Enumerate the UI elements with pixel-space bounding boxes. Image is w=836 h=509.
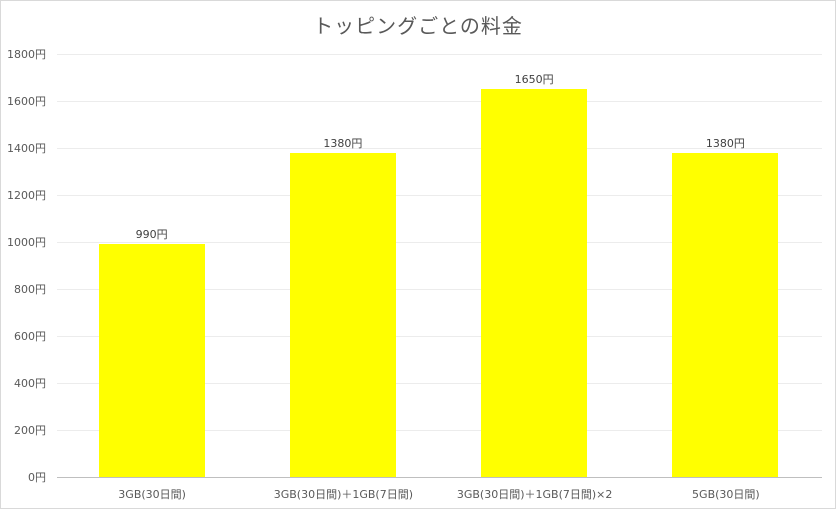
x-tick-label: 3GB(30日間) bbox=[118, 488, 186, 501]
data-label: 1650円 bbox=[514, 73, 554, 87]
y-tick-label: 1800円 bbox=[7, 48, 46, 61]
y-tick-label: 1000円 bbox=[7, 236, 46, 249]
bar[interactable] bbox=[98, 244, 205, 477]
gridline bbox=[57, 101, 822, 102]
y-tick-label: 1200円 bbox=[7, 189, 46, 202]
gridline bbox=[57, 54, 822, 55]
bar[interactable] bbox=[289, 152, 396, 477]
y-tick-label: 600円 bbox=[14, 330, 46, 343]
plot-area: 990円 1380円 1650円 1380円 bbox=[57, 54, 822, 478]
y-tick-label: 1600円 bbox=[7, 95, 46, 108]
y-tick-label: 400円 bbox=[14, 377, 46, 390]
data-label: 1380円 bbox=[705, 136, 745, 150]
gridline bbox=[57, 289, 822, 290]
data-label: 990円 bbox=[135, 228, 168, 242]
chart-title: トッピングごとの料金 bbox=[313, 14, 523, 38]
x-axis-line bbox=[57, 477, 822, 478]
gridline bbox=[57, 195, 822, 196]
gridline bbox=[57, 148, 822, 149]
data-label: 1380円 bbox=[323, 136, 363, 150]
bar[interactable] bbox=[481, 89, 588, 477]
x-tick-label: 3GB(30日間)＋1GB(7日間)×2 bbox=[456, 488, 613, 501]
x-tick-label: 3GB(30日間)＋1GB(7日間) bbox=[273, 488, 414, 501]
gridline bbox=[57, 383, 822, 384]
bar[interactable] bbox=[672, 152, 779, 477]
gridline bbox=[57, 430, 822, 431]
y-tick-label: 200円 bbox=[14, 424, 46, 437]
y-tick-label: 1400円 bbox=[7, 142, 46, 155]
gridline bbox=[57, 242, 822, 243]
y-tick-label: 800円 bbox=[14, 283, 46, 296]
x-tick-label: 5GB(30日間) bbox=[692, 488, 760, 501]
y-tick-label: 0円 bbox=[28, 471, 46, 484]
gridline bbox=[57, 336, 822, 337]
